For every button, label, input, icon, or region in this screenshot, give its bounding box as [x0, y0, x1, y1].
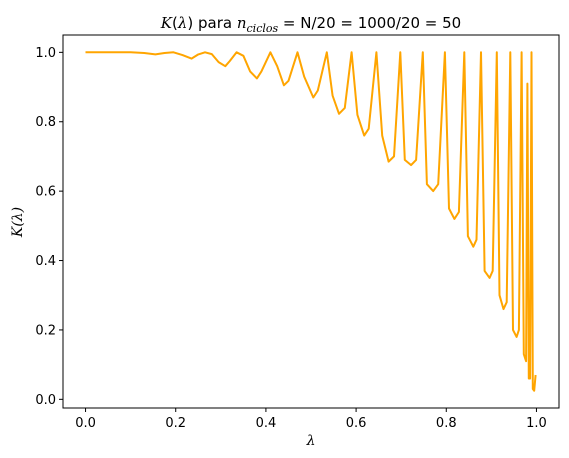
series-line-0 — [85, 51, 537, 392]
y-tick-label: 0.4 — [35, 254, 56, 269]
x-tick-label: 0.0 — [75, 416, 96, 431]
y-axis-ticks: 0.0 0.2 0.4 0.6 0.8 1.0 — [35, 46, 63, 408]
x-tick-label: 0.8 — [436, 416, 457, 431]
y-tick-label: 0.0 — [35, 393, 56, 408]
plot-area — [85, 51, 537, 392]
x-tick-label: 0.2 — [165, 416, 186, 431]
x-tick-label: 0.4 — [256, 416, 277, 431]
chart-title: K(λ) para nciclos = N/20 = 1000/20 = 50 — [160, 14, 461, 35]
x-axis-ticks: 0.0 0.2 0.4 0.6 0.8 1.0 — [75, 408, 547, 431]
x-tick-label: 0.6 — [346, 416, 367, 431]
x-axis-label: λ — [306, 433, 316, 449]
y-axis-label: K(λ) — [10, 207, 26, 238]
y-tick-label: 1.0 — [35, 46, 56, 61]
axes-frame — [62, 34, 560, 409]
y-tick-label: 0.2 — [35, 323, 56, 338]
y-tick-label: 0.6 — [35, 185, 56, 200]
x-tick-label: 1.0 — [526, 416, 547, 431]
y-tick-label: 0.8 — [35, 115, 56, 130]
